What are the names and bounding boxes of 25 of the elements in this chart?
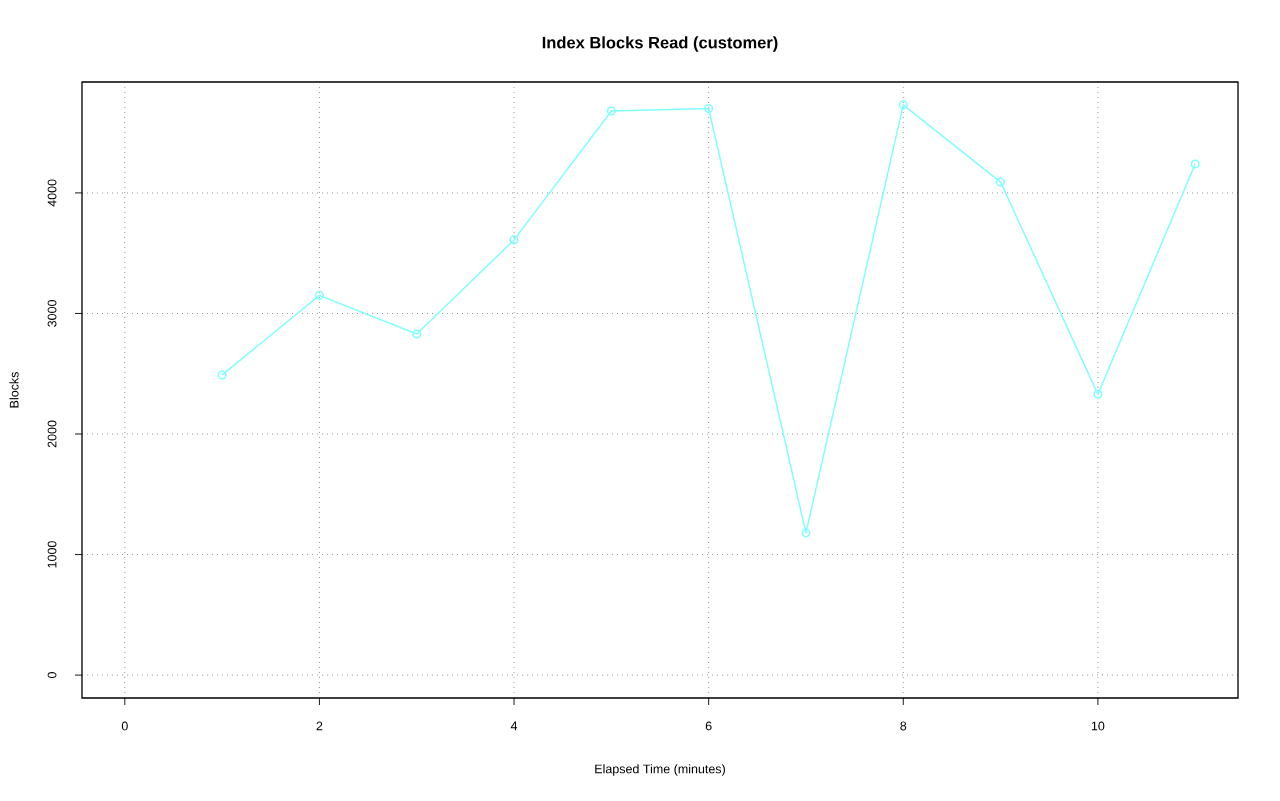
point — [314, 290, 324, 300]
y-tick-label: 1000 — [47, 541, 57, 568]
point — [801, 528, 811, 538]
point — [1190, 159, 1200, 169]
x-tick-label: 6 — [705, 721, 712, 731]
y-tick-label: 4000 — [47, 179, 57, 207]
point — [898, 100, 908, 110]
chart-title: Index Blocks Read (customer) — [542, 36, 778, 52]
point — [606, 106, 616, 116]
x-tick-label: 0 — [121, 721, 128, 731]
x-tick-label: 2 — [316, 721, 323, 731]
y-tick-label: 2000 — [47, 420, 57, 448]
y-tick-label: 3000 — [47, 300, 57, 327]
point — [217, 370, 227, 380]
point — [996, 177, 1006, 187]
point — [412, 329, 422, 339]
x-tick-label: 4 — [510, 721, 518, 731]
x-tick-label: 10 — [1091, 721, 1105, 731]
point — [1093, 389, 1103, 399]
x-axis-title: Elapsed Time (minutes) — [595, 764, 725, 776]
y-axis-title: Blocks — [9, 372, 19, 408]
point — [509, 235, 519, 245]
x-tick-label: 8 — [900, 721, 907, 731]
point — [704, 103, 714, 114]
y-tick-label: 0 — [47, 672, 57, 679]
